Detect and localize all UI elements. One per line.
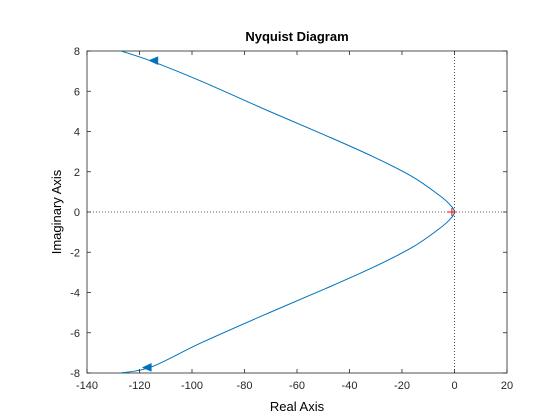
y-tick-label: -4 — [70, 288, 80, 300]
direction-arrow — [141, 362, 152, 372]
marker-layer — [141, 56, 456, 372]
y-tick-label: 2 — [74, 167, 80, 179]
x-tick-label: -120 — [128, 380, 150, 392]
x-tick-label: -80 — [237, 380, 253, 392]
y-tick-label: 8 — [74, 46, 80, 58]
x-tick-label: 0 — [451, 380, 457, 392]
x-tick-label: -40 — [342, 380, 358, 392]
y-tick-label: -6 — [70, 328, 80, 340]
y-ticks: -8 -6 -4 -2 0 2 4 6 8 — [70, 46, 507, 380]
chart-title: Nyquist Diagram — [245, 29, 348, 44]
y-tick-label: -8 — [70, 368, 80, 380]
x-tick-label: -20 — [394, 380, 410, 392]
y-axis-label: Imaginary Axis — [49, 169, 64, 254]
y-tick-label: 6 — [74, 86, 80, 98]
x-tick-label: 20 — [501, 380, 513, 392]
y-tick-label: 0 — [74, 207, 80, 219]
x-tick-label: -140 — [76, 380, 98, 392]
x-ticks: -140 -120 -100 -80 -60 -40 -20 0 20 — [76, 51, 513, 392]
x-tick-label: -60 — [289, 380, 305, 392]
x-tick-label: -100 — [181, 380, 203, 392]
y-tick-label: -2 — [70, 247, 80, 259]
y-tick-label: 4 — [74, 127, 80, 139]
plot-area — [86, 50, 508, 374]
direction-arrow — [148, 56, 159, 66]
x-axis-label: Real Axis — [270, 399, 325, 414]
